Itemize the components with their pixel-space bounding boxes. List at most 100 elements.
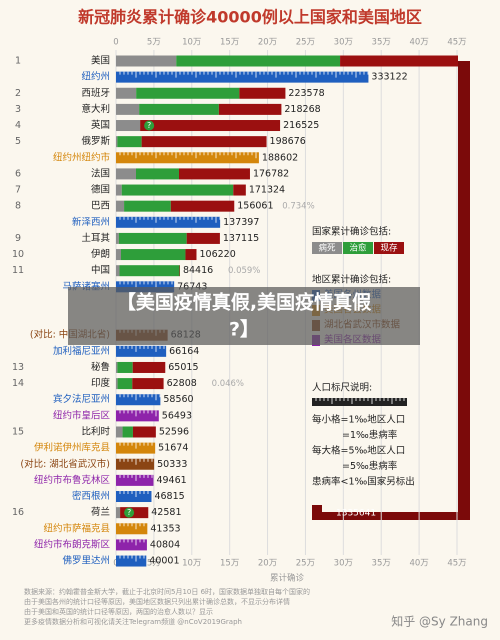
x-tick-label: 30万 [334, 559, 353, 569]
row-label: 印度 [91, 377, 111, 389]
value-label: 40001 [149, 556, 179, 567]
value-label: 50333 [157, 459, 187, 470]
value-label: 218268 [284, 104, 320, 115]
legend-label: 现存 [380, 243, 398, 254]
row-label: 宾夕法尼亚州 [53, 393, 110, 405]
scale-line: 每大格=5‰地区人口 [312, 445, 405, 457]
bar [116, 539, 147, 551]
watermark: 知乎 @Sy Zhang [391, 615, 488, 629]
value-label: 1335641 [336, 509, 376, 519]
row-label: 土耳其 [81, 232, 110, 244]
bar-segment [233, 184, 246, 196]
bar-segment [186, 232, 220, 244]
value-label: 171324 [249, 185, 285, 196]
value-label: 46815 [154, 491, 184, 502]
bar-segment [121, 184, 234, 196]
value-label: 223578 [288, 88, 324, 99]
rate-label: 0.046% [212, 379, 244, 389]
rank: 10 [12, 249, 24, 260]
row-label: 纽约市萨福克县 [43, 522, 110, 534]
bar-segment [140, 120, 281, 132]
value-label: 137115 [223, 233, 259, 244]
bar-segment [340, 55, 458, 67]
bar-segment [132, 361, 166, 373]
rank: 4 [15, 120, 21, 131]
rank: 11 [12, 265, 24, 276]
scale-line: =5‰患病率 [342, 460, 398, 472]
value-label: 84416 [183, 265, 213, 276]
row-label: 荷兰 [91, 506, 110, 518]
scale-line: 每小格=1‰地区人口 [312, 414, 405, 426]
value-label: 58560 [163, 394, 193, 405]
value-label: 40804 [150, 539, 180, 550]
value-label: 198676 [270, 136, 306, 147]
value-label: 106220 [199, 249, 235, 260]
x-tick-label: 5万 [147, 38, 161, 48]
note-dot [124, 507, 135, 518]
x-tick-label: 30万 [334, 38, 353, 48]
x-tick-label: 15万 [220, 38, 239, 48]
bar [116, 523, 148, 535]
scale-line: =1‰患病率 [342, 429, 398, 441]
row-label: 比利时 [81, 425, 110, 437]
bar-segment [132, 378, 164, 390]
bar-segment [116, 136, 118, 148]
row-label: 俄罗斯 [81, 135, 110, 147]
bar-segment [116, 232, 119, 244]
bar-segment [139, 103, 219, 115]
bar [116, 442, 156, 454]
row-label: 法国 [91, 167, 110, 179]
x-tick-label: 15万 [220, 559, 239, 569]
x-tick-label: 5万 [147, 559, 161, 569]
scale-title: 人口标尺说明: [312, 382, 372, 394]
rank: 9 [15, 233, 21, 244]
rank: 15 [12, 426, 24, 437]
bar-segment [132, 426, 156, 438]
row-label: 佛罗里达州 [62, 555, 110, 567]
x-tick-label: 35万 [372, 559, 391, 569]
bar-segment [116, 361, 118, 373]
bar [116, 458, 155, 470]
row-label: 德国 [91, 184, 110, 196]
row-label: 新泽西州 [72, 216, 110, 228]
bar-segment [119, 265, 180, 277]
rank: 7 [15, 185, 21, 196]
value-label: 56493 [162, 410, 192, 421]
bar-segment [118, 232, 187, 244]
x-tick-label: 40万 [409, 559, 428, 569]
legend-swatch [374, 242, 404, 254]
row-label: 伊利诺伊州库克县 [34, 442, 110, 454]
x-tick-label: 20万 [258, 559, 277, 569]
row-label: 加利福尼亚州 [53, 345, 110, 357]
note: ? [147, 121, 151, 130]
rank: 6 [15, 168, 21, 179]
scale-bar [312, 398, 407, 406]
value-label: 188602 [262, 152, 298, 163]
x-axis-label: 累计确诊 [270, 573, 305, 584]
row-label: 伊朗 [91, 248, 110, 260]
value-label: 49461 [156, 475, 186, 486]
bar-segment [116, 265, 120, 277]
row-label: 纽约市皇后区 [53, 409, 111, 421]
bar [116, 345, 167, 357]
legend-swatch [343, 242, 373, 254]
bar [116, 71, 369, 83]
legend-title: 国家累计确诊包括: [312, 226, 391, 238]
row-label: 西班牙 [81, 87, 110, 99]
bar-segment [116, 200, 125, 212]
row-label: 密西根州 [72, 490, 110, 502]
bar-segment [239, 87, 286, 99]
value-label: 41353 [150, 523, 180, 534]
row-label: 秘鲁 [91, 361, 110, 373]
note-dot [144, 120, 155, 131]
x-tick-label: 45万 [447, 38, 466, 48]
bar-segment [116, 378, 118, 390]
bar-segment [117, 378, 133, 390]
bar [116, 555, 147, 567]
legend-swatch [312, 242, 342, 254]
bar-segment [116, 249, 121, 261]
chart-title: 新冠肺炎累计确诊40000例以上国家和美国地区 [78, 8, 422, 27]
value-label: 52596 [159, 426, 189, 437]
bar [116, 410, 159, 422]
